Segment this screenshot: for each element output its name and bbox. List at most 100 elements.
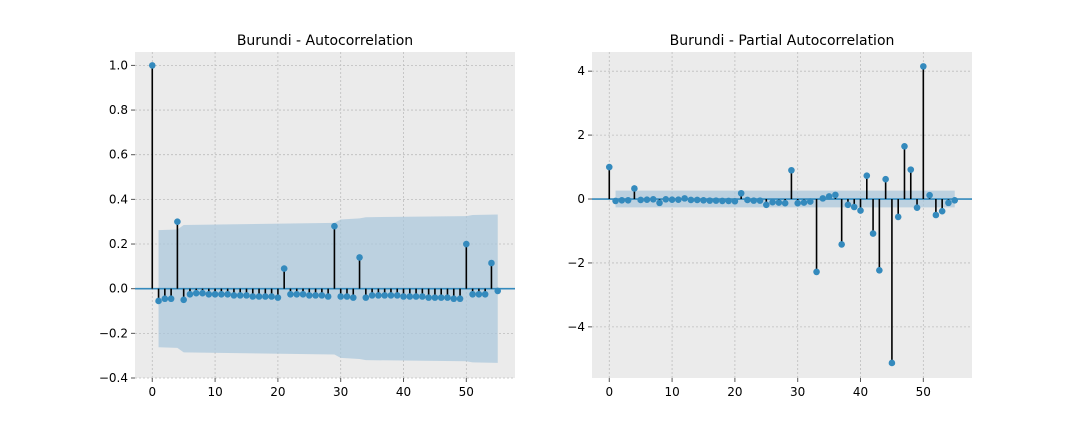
pacf-marker: [762, 201, 770, 209]
acf-marker: [268, 293, 275, 300]
pacf-chart-title: Burundi - Partial Autocorrelation: [670, 33, 895, 49]
acf-marker: [450, 295, 458, 303]
pacf-marker: [901, 142, 908, 150]
pacf-marker: [681, 195, 688, 202]
acf-marker: [343, 293, 351, 300]
pacf-marker: [744, 196, 751, 204]
pacf-marker: [945, 199, 952, 207]
pacf-marker: [612, 197, 619, 205]
pacf-marker: [643, 196, 651, 203]
acf-y-tick-label: 0.8: [109, 103, 128, 117]
acf-y-tick-label: −0.2: [99, 326, 128, 340]
pacf-marker: [882, 175, 889, 183]
acf-marker: [463, 240, 470, 248]
acf-marker: [243, 292, 250, 299]
acf-marker: [469, 290, 476, 298]
acf-marker: [155, 297, 162, 305]
acf-marker: [230, 292, 238, 299]
pacf-marker: [637, 196, 644, 204]
pacf-marker: [938, 207, 946, 215]
acf-marker: [456, 295, 464, 303]
pacf-marker: [725, 197, 732, 205]
acf-marker: [494, 287, 502, 295]
pacf-marker: [844, 201, 852, 209]
pacf-marker: [894, 213, 902, 221]
pacf-marker: [819, 195, 827, 202]
acf-marker: [299, 290, 307, 298]
pacf-marker: [656, 199, 663, 207]
pacf-marker: [631, 185, 638, 192]
pacf-y-axis: −4 −2 0 2 4: [567, 64, 592, 334]
pacf-marker: [913, 204, 921, 211]
pacf-marker: [624, 196, 632, 204]
acf-marker: [236, 292, 244, 299]
acf-marker: [331, 222, 338, 230]
pacf-marker: [605, 163, 613, 171]
pacf-marker: [888, 359, 896, 367]
pacf-marker: [719, 197, 726, 205]
acf-panel: 0 10 20 30 40 50 −0.4 −0.2 0.0 0.2 0.4 0.6 0.8 1.0 B…: [99, 33, 515, 399]
acf-marker: [186, 290, 194, 298]
pacf-y-tick-label: −4: [567, 320, 585, 334]
acf-marker: [274, 294, 282, 301]
acf-marker: [400, 293, 407, 300]
acf-chart-title: Burundi - Autocorrelation: [237, 33, 413, 49]
pacf-y-tick-label: 2: [577, 128, 585, 142]
acf-marker: [148, 62, 156, 69]
pacf-marker: [788, 166, 795, 174]
acf-marker: [481, 290, 489, 298]
pacf-plot-area: [592, 52, 972, 378]
acf-x-axis: 0 10 20 30 40 50: [148, 378, 474, 399]
acf-x-tick-label: 50: [459, 385, 474, 399]
pacf-marker: [668, 196, 676, 203]
acf-y-tick-label: −0.4: [99, 371, 128, 385]
pacf-marker: [907, 166, 915, 173]
acf-x-tick-label: 20: [270, 385, 285, 399]
pacf-x-tick-label: 50: [916, 385, 931, 399]
pacf-marker: [756, 197, 764, 204]
acf-marker: [368, 292, 376, 299]
pacf-marker: [838, 241, 845, 248]
acf-marker: [218, 290, 225, 298]
acf-marker: [375, 292, 382, 299]
pacf-x-tick-label: 20: [727, 385, 742, 399]
pacf-marker: [618, 196, 626, 204]
pacf-marker: [932, 211, 940, 219]
acf-marker: [393, 292, 401, 299]
pacf-marker: [731, 197, 739, 205]
acf-x-tick-label: 40: [396, 385, 411, 399]
pacf-marker: [712, 197, 720, 204]
acf-marker: [280, 265, 288, 272]
acf-marker: [180, 296, 187, 304]
pacf-marker: [693, 196, 701, 204]
acf-marker: [199, 289, 206, 297]
pacf-marker: [737, 189, 745, 197]
acf-marker: [475, 290, 483, 298]
acf-marker: [356, 254, 363, 261]
acf-marker: [444, 294, 451, 301]
acf-marker: [488, 259, 495, 267]
acf-marker: [249, 293, 257, 300]
acf-marker: [312, 292, 319, 299]
pacf-marker: [920, 63, 927, 70]
acf-marker: [205, 290, 213, 298]
pacf-marker: [675, 196, 682, 203]
pacf-marker: [662, 196, 670, 203]
pacf-marker: [769, 198, 776, 206]
pacf-marker: [825, 193, 833, 200]
acf-marker: [337, 293, 345, 300]
pacf-x-axis: 0 10 20 30 40 50: [605, 378, 931, 399]
pacf-marker: [926, 191, 933, 199]
pacf-marker: [850, 203, 858, 211]
acf-y-tick-label: 1.0: [109, 58, 128, 72]
acf-marker: [381, 292, 388, 299]
acf-marker: [161, 295, 169, 303]
pacf-marker: [700, 196, 707, 204]
pacf-marker: [876, 266, 883, 274]
acf-marker: [324, 293, 332, 300]
pacf-y-tick-label: 0: [577, 192, 585, 206]
pacf-marker: [863, 172, 871, 179]
acf-marker: [437, 294, 445, 301]
